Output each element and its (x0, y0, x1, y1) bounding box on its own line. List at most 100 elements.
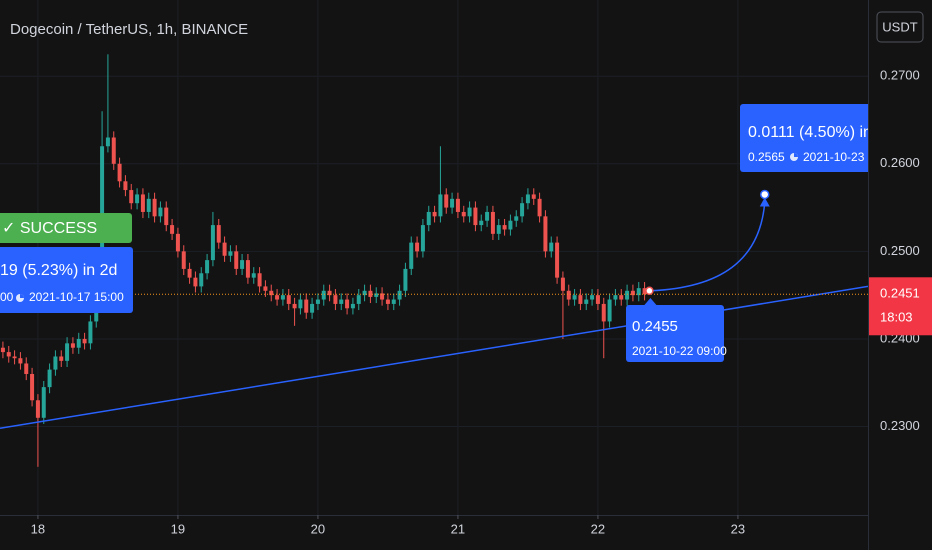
candle-body (30, 373, 35, 401)
forecast-change: 0.0111 (4.50%) in (748, 124, 872, 141)
candle-body (455, 198, 460, 212)
candle-body (152, 198, 157, 217)
candle-body (444, 194, 449, 208)
candle-body (123, 181, 128, 191)
y-tick-label: 0.2300 (880, 418, 920, 433)
candle-body (502, 225, 507, 230)
y-tick-label: 0.2600 (880, 155, 920, 170)
candle-body (584, 299, 589, 304)
forecast-arrow (759, 197, 770, 207)
x-tick-label: 20 (311, 521, 325, 536)
candle-body (333, 295, 338, 304)
candle-body (117, 163, 122, 182)
y-tick-label: 0.2700 (880, 68, 920, 83)
x-tick-label: 19 (171, 521, 185, 536)
candle-body (590, 295, 595, 300)
candle-body (420, 225, 425, 252)
forecast-box (740, 104, 868, 172)
success-label: ✓ SUCCESS (2, 220, 97, 237)
candle-body (199, 273, 204, 287)
candle-body (409, 242, 414, 269)
candle-body (65, 343, 70, 361)
chart-title: Dogecoin / TetherUS, 1h, BINANCE (10, 21, 248, 38)
candle-body (70, 343, 75, 348)
x-tick-label: 21 (451, 521, 465, 536)
candle-body (35, 400, 40, 418)
currency-button[interactable] (876, 11, 924, 43)
candle-body (18, 358, 23, 364)
candle-body (619, 295, 624, 300)
candle-body (642, 288, 647, 295)
candle-body (415, 242, 420, 252)
candle-body (263, 286, 268, 291)
last-price-label: 0.2451 (880, 286, 920, 301)
candle-body (269, 290, 274, 296)
candle-body (6, 352, 11, 357)
x-tick-label: 23 (731, 521, 745, 536)
candle-body (490, 211, 495, 234)
clock-icon-hand (794, 153, 798, 157)
candle-body (24, 363, 29, 374)
candle-body (205, 260, 210, 274)
candle-body (12, 356, 17, 359)
candle-body (88, 321, 93, 344)
candle-body (496, 225, 501, 234)
candle-body (280, 295, 285, 300)
candle-body (356, 295, 361, 304)
candle-body (397, 290, 402, 300)
clock-icon-hand (20, 294, 24, 298)
candle-body (438, 194, 443, 217)
candle-body (53, 356, 58, 370)
candle-body (560, 277, 565, 291)
candle-body (327, 290, 332, 296)
entry-box (626, 305, 724, 362)
candle-body (630, 290, 635, 296)
forecast-curve (650, 202, 766, 292)
candle-body (537, 198, 542, 217)
candle-body (625, 290, 630, 300)
candle-body (432, 211, 437, 217)
forecast-target-price: 00 (0, 290, 14, 304)
x-tick-label: 22 (591, 521, 605, 536)
forecast-target-price: 0.2565 (748, 150, 785, 164)
candle-body (391, 299, 396, 304)
candle-body (345, 299, 350, 309)
candle-body (251, 273, 256, 278)
entry-price: 0.2455 (632, 318, 678, 335)
candle-body (572, 295, 577, 300)
currency-label[interactable]: USDT (882, 19, 917, 34)
candle-body (210, 225, 215, 261)
candle-body (426, 211, 431, 226)
candle-body (485, 211, 490, 221)
candle-body (292, 303, 297, 309)
candle-body (479, 220, 484, 226)
forecast-target-point (760, 189, 770, 200)
candle-body (234, 251, 239, 269)
candle-body (473, 207, 478, 226)
y-tick-label: 0.2500 (880, 243, 920, 258)
plot-area: ✓ SUCCESS 19 (5.23%) in 2d 00 2021-10-17 15… (0, 54, 872, 467)
candle-body (549, 242, 554, 252)
candle-body (636, 288, 641, 296)
candle-body (520, 203, 525, 217)
candle-body (321, 290, 326, 300)
candle-body (47, 369, 52, 388)
candle-body (304, 299, 309, 313)
candle-body (385, 299, 390, 304)
candle-body (257, 273, 262, 287)
candle-body (41, 387, 46, 418)
candle-body (129, 190, 134, 204)
candle-body (461, 211, 466, 217)
forecast-target-time: 2021-10-17 15:00 (29, 290, 124, 304)
candle-body (595, 295, 600, 304)
candle-body (450, 198, 455, 208)
candle-body (140, 194, 145, 212)
candle-body (275, 295, 280, 300)
candle-body (543, 216, 548, 252)
x-tick-label: 18 (31, 521, 45, 536)
candle-body (555, 242, 560, 278)
candle-body (245, 260, 250, 278)
candle-body (368, 290, 373, 297)
candle-body (158, 207, 163, 217)
